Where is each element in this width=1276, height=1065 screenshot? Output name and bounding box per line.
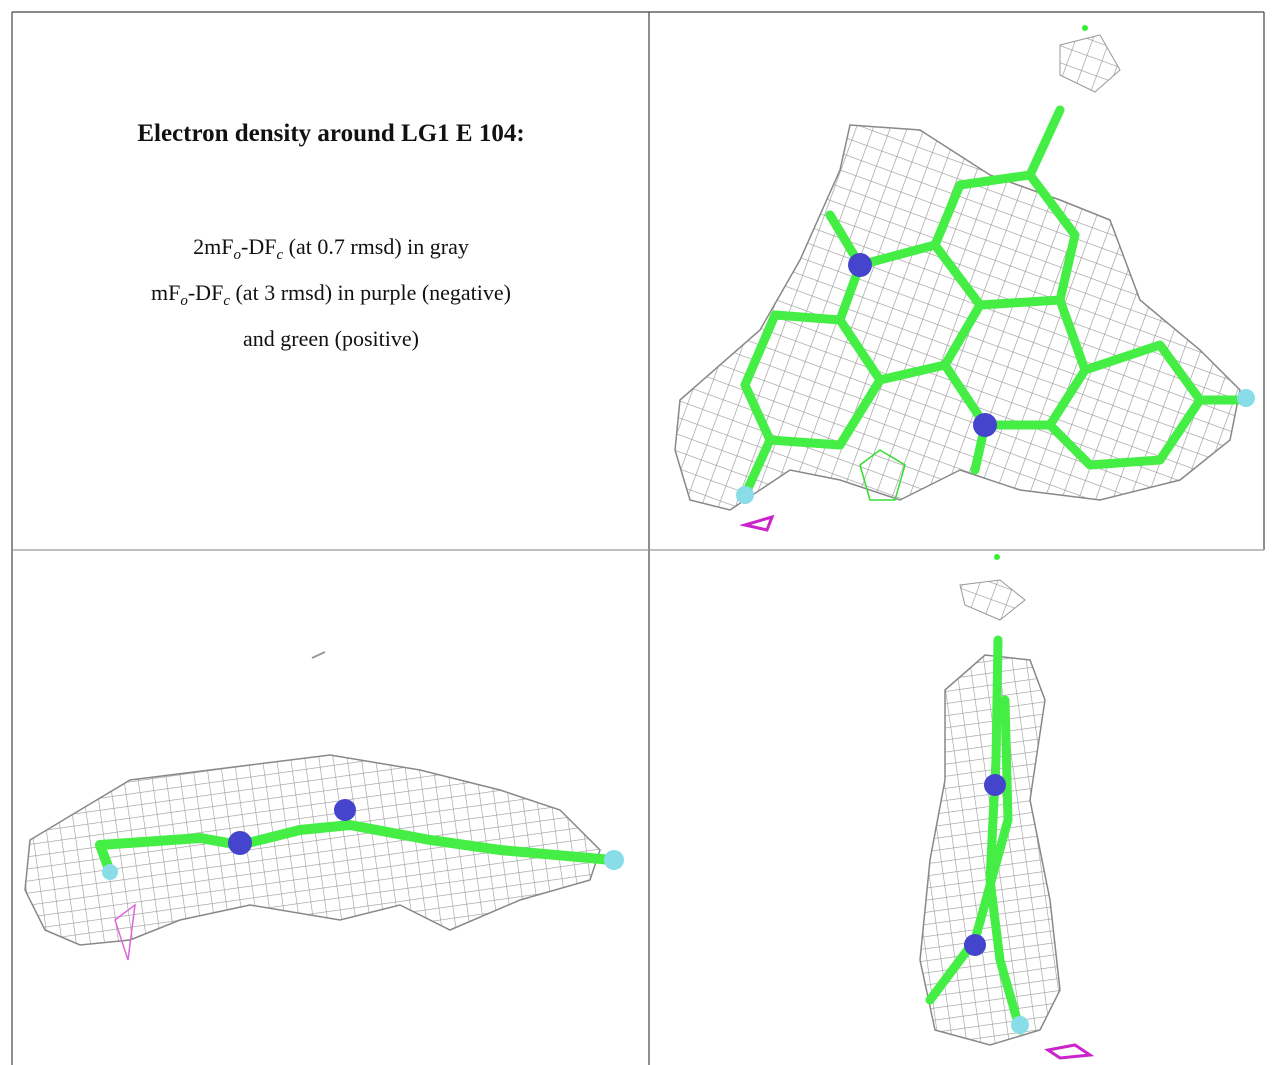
caption-title: Electron density around LG1 E 104: [137, 120, 525, 147]
density-view-top [674, 25, 1255, 532]
text: and green (positive) [243, 326, 419, 351]
text: 2mF [193, 234, 234, 259]
text: (at 0.7 rmsd) in gray [283, 234, 469, 259]
caption: Electron density around LG1 E 104: 2mFo-… [14, 120, 648, 358]
text: -DF [187, 280, 224, 305]
text: -DF [241, 234, 277, 259]
subscript: c [223, 293, 230, 309]
legend-line: mFo-DFc (at 3 rmsd) in purple (negative) [14, 274, 648, 320]
text: (at 3 rmsd) in purple (negative) [229, 280, 511, 305]
subscript: o [180, 293, 188, 309]
subscript: c [276, 247, 284, 263]
text: mF [151, 280, 181, 305]
density-view-edge [919, 554, 1095, 1060]
table-lines [11, 11, 1265, 1065]
legend-line: 2mFo-DFc (at 0.7 rmsd) in gray [14, 228, 648, 274]
subscript: o [233, 247, 242, 263]
legend-line: and green (positive) [14, 320, 648, 358]
density-view-side [24, 651, 624, 961]
